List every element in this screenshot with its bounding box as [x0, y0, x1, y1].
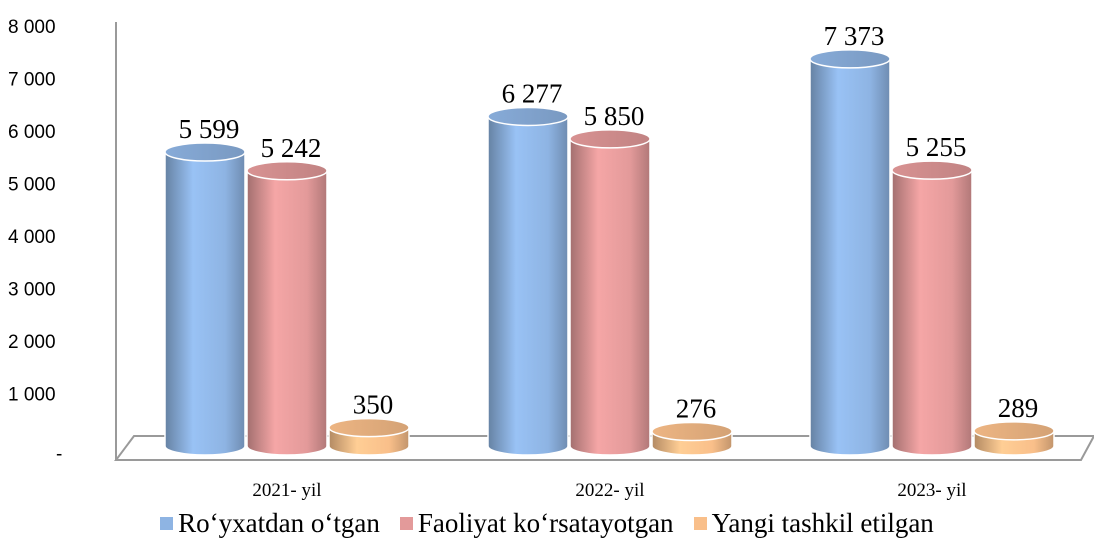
- y-tick-label: 1 000: [8, 385, 56, 406]
- y-tick-label: 2 000: [8, 332, 56, 353]
- y-tick-label: 5 000: [8, 175, 56, 196]
- y-tick-label: 4 000: [8, 227, 56, 248]
- bar: [164, 142, 246, 456]
- data-label: 350: [353, 390, 394, 420]
- data-label: 5 242: [261, 133, 322, 163]
- y-tick-label: 7 000: [8, 70, 56, 91]
- bar: [809, 49, 891, 456]
- bar: [973, 421, 1055, 456]
- chart-bars: [164, 49, 1055, 456]
- legend-label-registered: Ro‘yxatdan o‘tgan: [178, 508, 380, 538]
- bar: [891, 160, 973, 456]
- x-tick-label: 2021- yil: [252, 480, 321, 501]
- legend-swatch-active: [399, 517, 413, 530]
- data-labels: 5 599 5 242 350 6 277 5 850 276 7 373 5 255 289: [179, 21, 1039, 424]
- y-axis-ticks: - 1 000 2 000 3 000 4 000 5 000 6 000 7 000 8 00…: [8, 17, 62, 465]
- y-tick-label: 3 000: [8, 280, 56, 301]
- y-tick-label: 6 000: [8, 122, 56, 143]
- legend-swatch-new: [693, 517, 707, 530]
- x-tick-label: 2023- yil: [897, 480, 966, 501]
- bar: [246, 161, 328, 456]
- legend-label-new: Yangi tashkil etilgan: [711, 508, 934, 538]
- data-label: 5 255: [906, 132, 967, 162]
- bar: [651, 421, 733, 456]
- legend-item-new: Yangi tashkil etilgan: [693, 508, 934, 539]
- data-label: 276: [676, 394, 717, 424]
- bar: [328, 417, 410, 456]
- legend-swatch-registered: [160, 517, 174, 530]
- y-tick-label: -: [56, 444, 62, 465]
- bar: [569, 129, 651, 456]
- data-label: 6 277: [502, 78, 563, 108]
- bar: [487, 106, 569, 456]
- x-tick-label: 2022- yil: [575, 480, 644, 501]
- data-label: 5 599: [179, 114, 240, 144]
- x-axis-ticks: 2021- yil 2022- yil 2023- yil: [252, 480, 966, 501]
- legend-item-registered: Ro‘yxatdan o‘tgan: [160, 508, 380, 539]
- chart-legend: Ro‘yxatdan o‘tgan Faoliyat ko‘rsatayotga…: [0, 505, 1094, 542]
- data-label: 5 850: [584, 101, 645, 131]
- y-tick-label: 8 000: [8, 17, 56, 38]
- data-label: 289: [998, 393, 1039, 423]
- legend-item-active: Faoliyat ko‘rsatayotgan: [399, 508, 674, 539]
- legend-label-active: Faoliyat ko‘rsatayotgan: [417, 508, 674, 538]
- data-label: 7 373: [824, 21, 885, 51]
